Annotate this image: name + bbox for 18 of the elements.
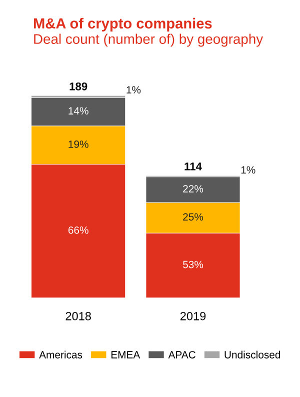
- annotation: 53%: [182, 260, 204, 268]
- annotation: 114: [184, 162, 202, 170]
- legend-label: APAC: [168, 351, 196, 358]
- x-tick-label: 2019: [180, 312, 206, 320]
- annotation: 25%: [183, 213, 204, 221]
- annotation: 19%: [68, 140, 88, 148]
- chart-subtitle: Deal count (number of) by geography: [34, 34, 264, 47]
- annotation: 1%: [241, 166, 256, 174]
- annotation: 14%: [68, 107, 88, 115]
- chart-title: M&A of crypto companies: [34, 18, 212, 32]
- annotation: 22%: [183, 185, 204, 192]
- annotation: 66%: [68, 226, 88, 234]
- text: 1%: [126, 86, 141, 94]
- legend-label: EMEA: [111, 351, 140, 358]
- legend-label: Undisclosed: [224, 350, 280, 358]
- legend-label: Americas: [39, 350, 82, 358]
- text: 189: [70, 82, 88, 90]
- x-tick-label: 2018: [66, 312, 91, 320]
